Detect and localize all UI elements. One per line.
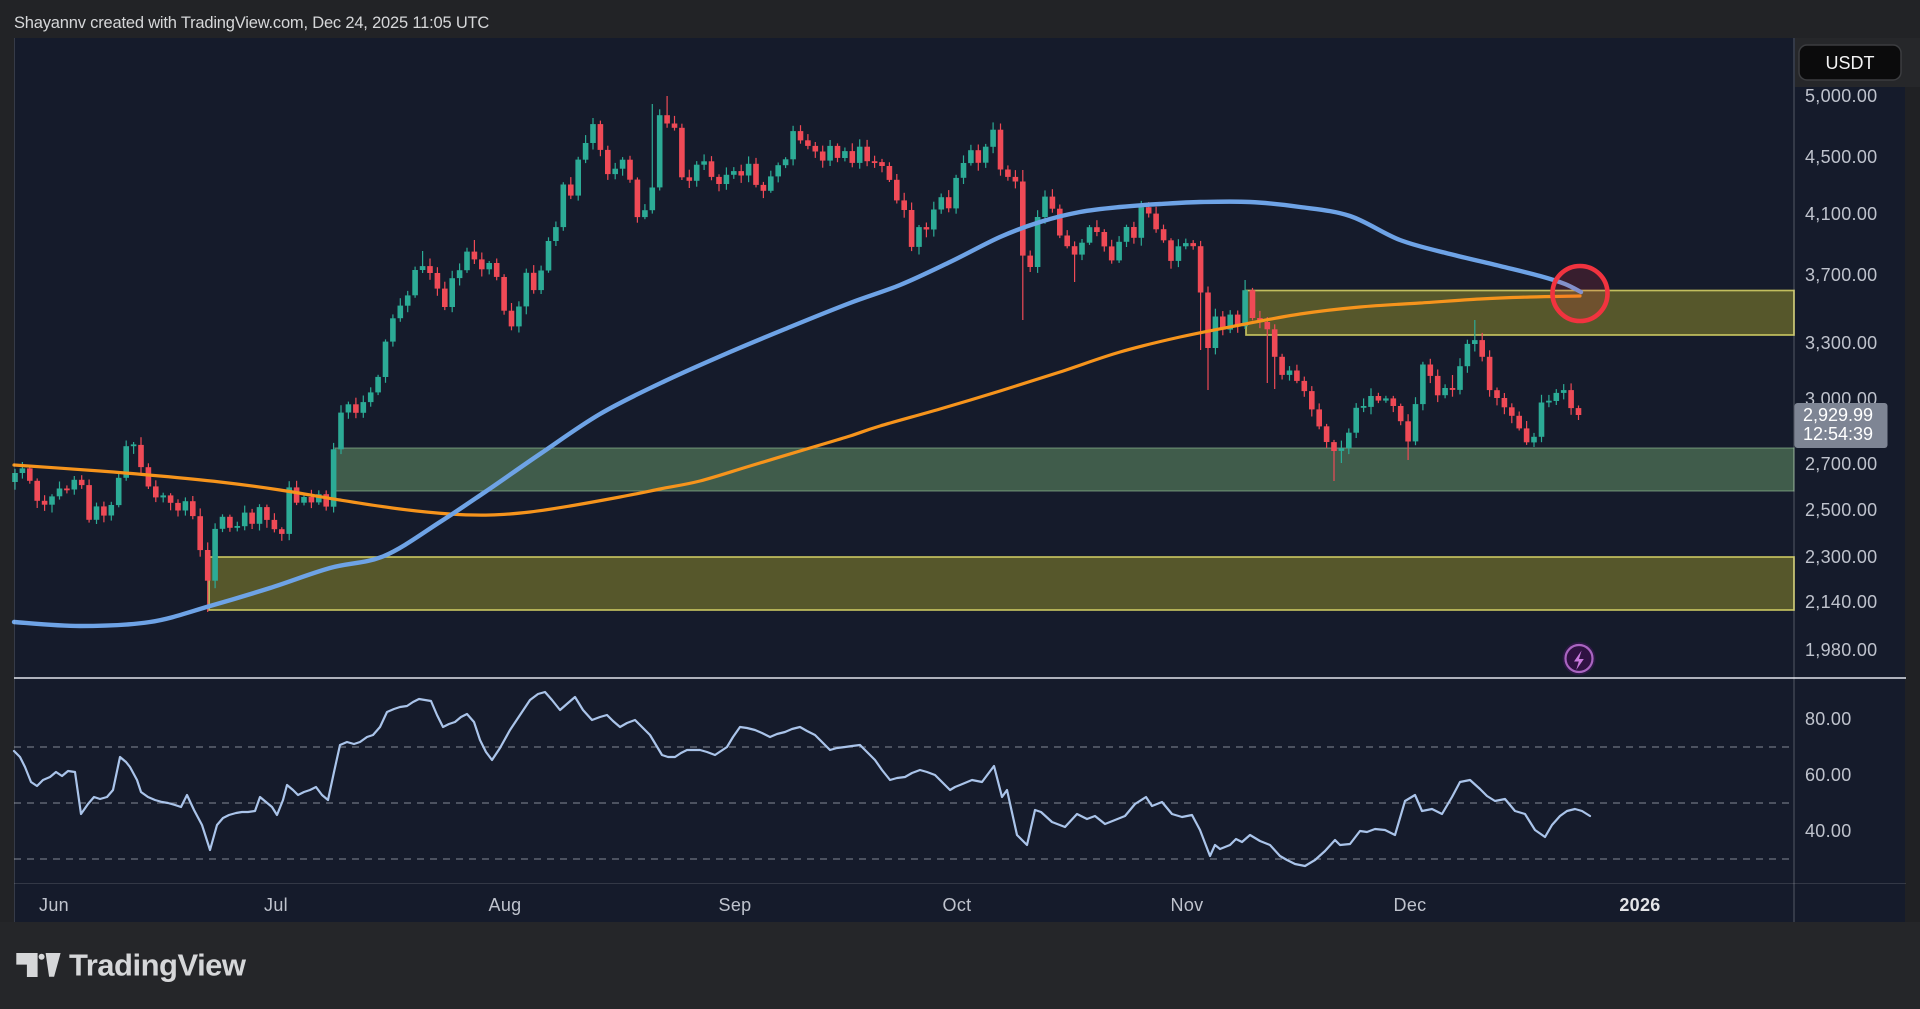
svg-text:3,700.00: 3,700.00 — [1805, 265, 1877, 285]
svg-text:Jul: Jul — [264, 895, 288, 915]
svg-text:2,500.00: 2,500.00 — [1805, 500, 1877, 520]
svg-text:3,300.00: 3,300.00 — [1805, 333, 1877, 353]
svg-text:2,700.00: 2,700.00 — [1805, 454, 1877, 474]
svg-text:Jun: Jun — [39, 895, 69, 915]
svg-text:2,929.99: 2,929.99 — [1803, 405, 1873, 425]
svg-text:USDT: USDT — [1826, 53, 1875, 73]
svg-text:1,980.00: 1,980.00 — [1805, 640, 1877, 660]
svg-text:Dec: Dec — [1394, 895, 1427, 915]
svg-text:Oct: Oct — [943, 895, 972, 915]
svg-text:TradingView: TradingView — [69, 948, 247, 983]
svg-text:Shayannv created with TradingV: Shayannv created with TradingView.com, D… — [14, 14, 489, 32]
svg-text:2026: 2026 — [1619, 895, 1660, 915]
svg-text:Sep: Sep — [719, 895, 752, 915]
svg-text:12:54:39: 12:54:39 — [1803, 424, 1873, 444]
svg-text:Aug: Aug — [489, 895, 522, 915]
svg-text:4,100.00: 4,100.00 — [1805, 204, 1877, 224]
svg-text:2,300.00: 2,300.00 — [1805, 547, 1877, 567]
svg-text:5,000.00: 5,000.00 — [1805, 86, 1877, 106]
svg-text:60.00: 60.00 — [1805, 765, 1852, 785]
svg-text:Nov: Nov — [1171, 895, 1204, 915]
svg-text:4,500.00: 4,500.00 — [1805, 147, 1877, 167]
svg-text:40.00: 40.00 — [1805, 821, 1852, 841]
svg-text:80.00: 80.00 — [1805, 709, 1852, 729]
svg-text:2,140.00: 2,140.00 — [1805, 592, 1877, 612]
